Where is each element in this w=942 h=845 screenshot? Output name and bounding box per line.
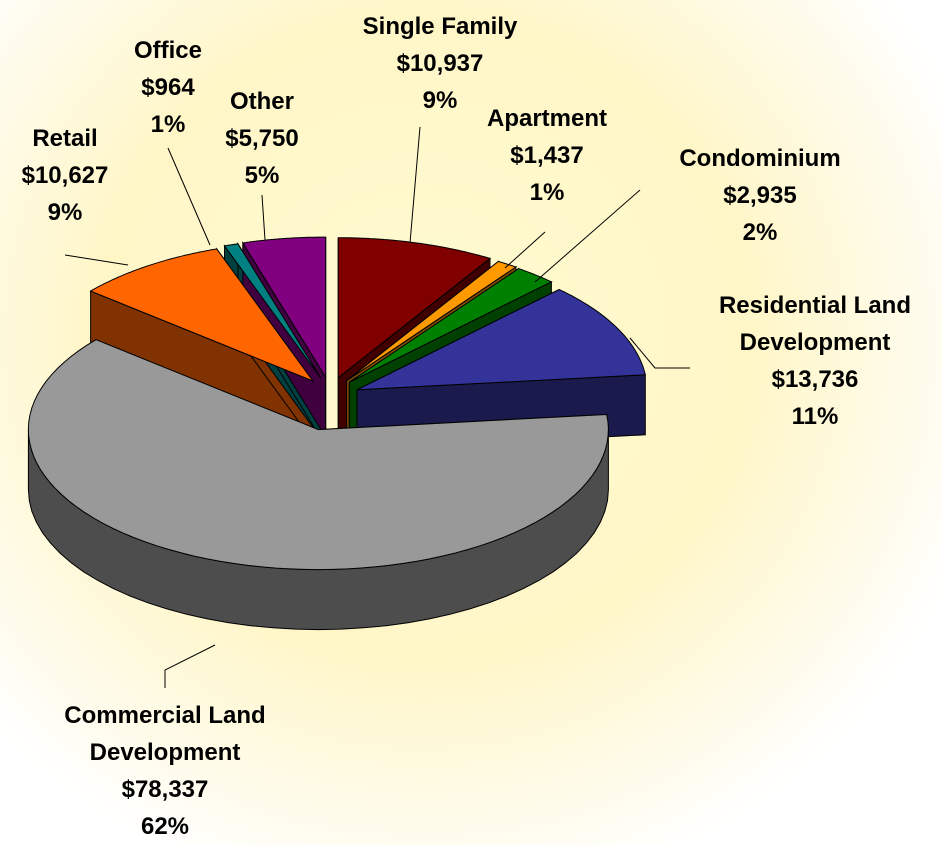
label-percent: 1% — [529, 179, 565, 206]
label-percent: 9% — [47, 199, 83, 226]
leader-line — [409, 126, 421, 244]
label-percent: 5% — [244, 162, 280, 189]
slice — [89, 248, 315, 383]
slice — [337, 237, 492, 379]
label-name: Apartment — [486, 105, 607, 132]
label-value: $1,437 — [510, 142, 584, 169]
label-percent: 1% — [150, 111, 186, 138]
slice-label: Commercial Land Development $78,337 62% — [25, 697, 305, 845]
slice-label: Condominium $2,935 2% — [650, 140, 870, 251]
leader-line — [629, 337, 690, 369]
label-name: Commercial Land Development — [64, 702, 266, 766]
leader-line — [261, 194, 266, 241]
label-percent: 62% — [140, 813, 190, 840]
label-name: Other — [229, 88, 294, 115]
slice-label: Residential Land Development $13,736 11% — [685, 287, 942, 435]
label-name: Office — [133, 37, 202, 64]
label-name: Condominium — [679, 145, 841, 172]
slice-label: Single Family $10,937 9% — [340, 8, 540, 119]
label-percent: 9% — [422, 87, 458, 114]
label-percent: 2% — [742, 219, 778, 246]
slice-tops — [27, 236, 646, 571]
slice — [349, 268, 553, 383]
label-value: $78,337 — [121, 776, 209, 803]
slice — [241, 236, 327, 379]
label-value: $5,750 — [225, 125, 299, 152]
slice — [356, 288, 646, 391]
label-name: Retail — [32, 125, 98, 152]
label-value: $2,935 — [723, 182, 797, 209]
slice-label: Apartment $1,437 1% — [447, 100, 647, 211]
leader-line — [64, 254, 129, 266]
label-value: $964 — [141, 74, 195, 101]
slice-label: Other $5,750 5% — [192, 83, 332, 194]
leader-line — [504, 231, 546, 269]
label-name: Single Family — [362, 13, 518, 40]
leader-line — [164, 644, 216, 688]
slice — [27, 339, 609, 571]
slice-label: Office $964 1% — [103, 32, 233, 143]
label-value: $10,627 — [21, 162, 109, 189]
leader-line — [167, 147, 211, 246]
slice — [346, 260, 518, 382]
label-value: $13,736 — [771, 366, 859, 393]
slice — [223, 243, 322, 379]
label-value: $10,937 — [396, 50, 484, 77]
slice-label: Retail $10,627 9% — [0, 120, 135, 231]
label-name: Residential Land Development — [718, 292, 912, 356]
leader-line — [534, 189, 641, 283]
label-percent: 11% — [791, 403, 839, 430]
